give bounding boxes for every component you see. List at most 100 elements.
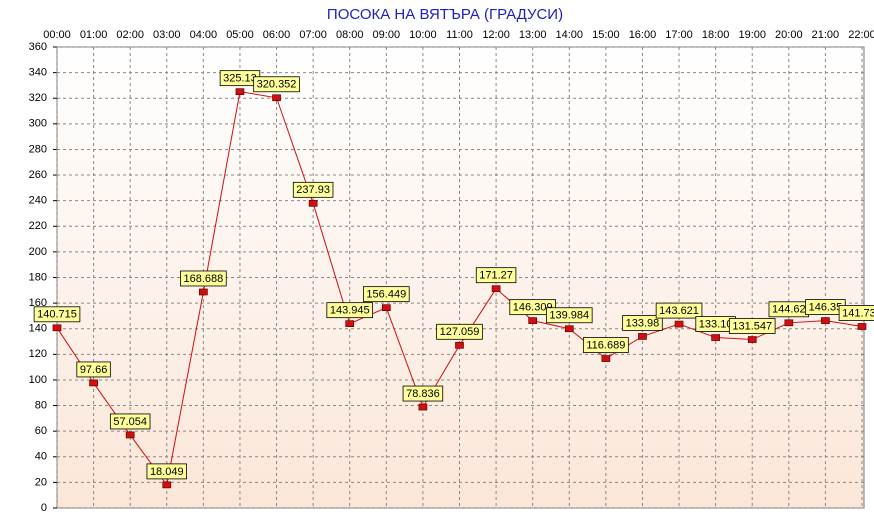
y-tick-label: 60 <box>35 425 47 437</box>
data-label: 133.98 <box>626 317 660 329</box>
x-tick-label: 06:00 <box>263 29 291 41</box>
x-tick-label: 13:00 <box>519 29 547 41</box>
data-label: 97.66 <box>80 364 108 376</box>
x-tick-label: 19:00 <box>738 29 766 41</box>
marker <box>638 333 647 340</box>
x-tick-label: 00:00 <box>43 29 71 41</box>
marker <box>528 317 538 324</box>
marker <box>821 317 830 324</box>
marker <box>418 403 428 411</box>
data-label: 78.836 <box>406 388 440 400</box>
x-tick-label: 14:00 <box>556 29 584 41</box>
x-tick-label: 20:00 <box>775 29 803 41</box>
data-label-box <box>402 385 444 402</box>
marker <box>52 324 62 332</box>
y-tick-label: 20 <box>35 476 47 488</box>
y-tick-label: 200 <box>29 246 47 258</box>
data-label-box <box>582 337 629 353</box>
x-tick-label: 02:00 <box>116 29 144 41</box>
data-label: 140.715 <box>37 309 77 321</box>
y-tick-label: 0 <box>41 502 47 514</box>
data-label: 116.689 <box>586 339 625 351</box>
marker <box>162 481 172 489</box>
y-tick-label: 320 <box>29 92 47 104</box>
data-label: 141.734 <box>842 307 874 319</box>
data-label-box <box>292 181 334 198</box>
x-tick-label: 01:00 <box>80 29 108 41</box>
y-tick-label: 100 <box>29 374 47 386</box>
data-label-box <box>363 286 410 303</box>
x-tick-label: 03:00 <box>153 29 181 41</box>
chart-title: ПОСОКА НА ВЯТЪРА (ГРАДУСИ) <box>327 6 563 23</box>
x-tick-label: 08:00 <box>336 29 364 41</box>
marker <box>272 94 281 102</box>
marker <box>784 319 794 327</box>
y-tick-label: 40 <box>35 451 47 463</box>
data-label: 144.62 <box>772 304 806 316</box>
x-tick-label: 04:00 <box>190 29 218 41</box>
data-label: 133.10 <box>699 318 733 330</box>
marker <box>381 304 391 312</box>
data-label-box <box>509 299 556 316</box>
marker <box>308 199 318 207</box>
data-label-box <box>33 306 81 323</box>
x-tick-label: 18:00 <box>702 29 730 41</box>
x-tick-label: 11:00 <box>446 29 473 41</box>
y-tick-label: 120 <box>29 348 47 360</box>
x-tick-label: 10:00 <box>409 29 437 41</box>
x-tick-label: 21:00 <box>812 29 840 41</box>
data-label: 143.621 <box>659 305 699 317</box>
x-tick-label: 09:00 <box>373 29 401 41</box>
data-label: 146.35 <box>809 301 843 313</box>
marker <box>345 320 355 328</box>
data-label-box <box>545 307 593 324</box>
data-label: 325.13 <box>223 73 257 85</box>
data-label: 127.059 <box>440 326 480 338</box>
data-label-box <box>436 323 483 340</box>
marker <box>491 285 501 293</box>
y-tick-label: 240 <box>29 195 47 207</box>
y-tick-label: 360 <box>29 41 47 53</box>
data-label-box <box>253 76 300 93</box>
data-label: 57.054 <box>113 416 147 428</box>
data-label-box <box>76 361 111 378</box>
marker <box>89 379 98 387</box>
marker <box>564 325 574 333</box>
x-tick-label: 07:00 <box>299 29 327 41</box>
data-label: 156.449 <box>366 289 406 301</box>
y-tick-label: 80 <box>35 399 47 411</box>
marker <box>125 431 135 439</box>
marker <box>711 334 720 341</box>
data-label: 168.688 <box>183 273 223 285</box>
y-tick-label: 300 <box>29 118 47 130</box>
x-tick-label: 16:00 <box>629 29 657 41</box>
x-tick-label: 12:00 <box>482 29 510 41</box>
data-label-box <box>109 413 151 430</box>
data-label-box <box>475 267 517 284</box>
data-label: 171.27 <box>479 270 513 282</box>
x-tick-label: 17:00 <box>665 29 693 41</box>
marker <box>199 288 208 296</box>
data-label-box <box>180 270 227 287</box>
y-tick-label: 160 <box>29 297 47 309</box>
data-label-box <box>838 305 874 321</box>
data-label-box <box>655 302 703 319</box>
data-label: 18.049 <box>150 466 184 478</box>
marker <box>674 320 684 328</box>
y-tick-label: 140 <box>29 323 47 335</box>
x-tick-label: 05:00 <box>226 29 254 41</box>
y-tick-label: 180 <box>29 271 47 283</box>
data-label: 146.309 <box>513 302 553 314</box>
marker <box>235 88 245 96</box>
data-label: 237.93 <box>296 184 330 196</box>
data-label: 320.352 <box>257 79 297 91</box>
y-tick-label: 280 <box>29 143 47 155</box>
marker <box>747 336 757 343</box>
marker <box>601 355 611 362</box>
x-tick-label: 22:00 <box>848 29 874 41</box>
y-tick-label: 220 <box>29 220 47 232</box>
marker <box>857 323 867 330</box>
data-label-box <box>728 318 776 334</box>
x-tick-label: 15:00 <box>592 29 620 41</box>
